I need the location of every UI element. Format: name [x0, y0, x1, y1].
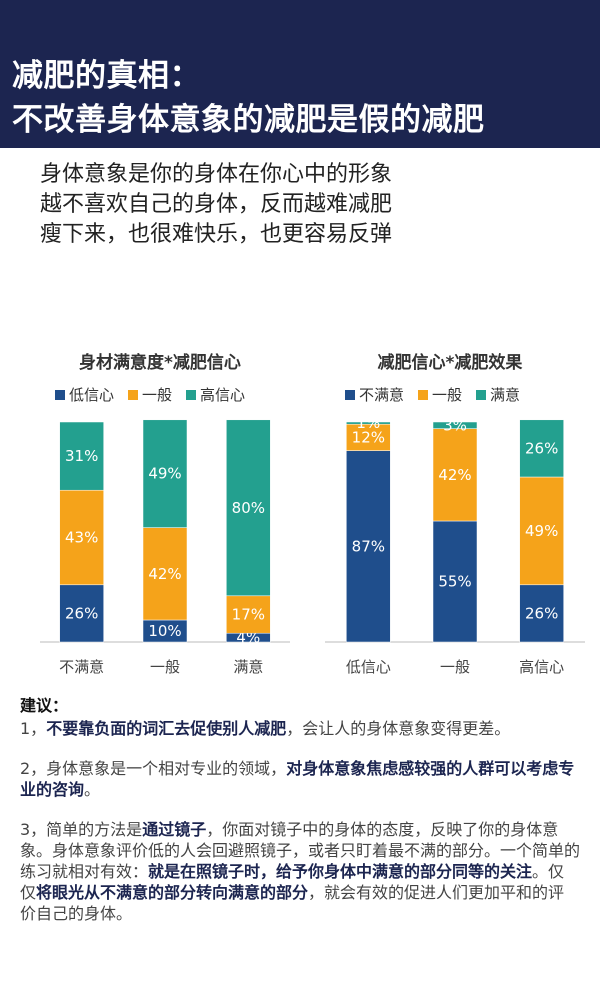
bar-segment [519, 476, 564, 586]
legend-label: 一般 [142, 386, 173, 404]
bar-segment [59, 584, 104, 643]
x-tick-label: 低信心 [346, 658, 391, 676]
advice-text: 。 [84, 780, 101, 799]
legend-swatch [55, 389, 65, 400]
advice-section: 建议： 1，不要靠负面的词汇去促使别人减肥，会让人的身体意象变得更差。 2，身体… [20, 695, 580, 943]
data-label: 26% [525, 439, 558, 457]
legend-swatch [345, 389, 355, 400]
bar-segment [142, 419, 188, 528]
advice-emphasis: 将眼光从不满意的部分转向满意的部分 [36, 883, 309, 902]
advice-emphasis: 就是在照镜子时，给予你身体中满意的部分同等的关注 [148, 862, 533, 881]
data-label: 17% [232, 606, 265, 624]
x-tick-label: 一般 [440, 658, 470, 676]
data-label: 80% [232, 499, 265, 517]
bar-segment [432, 421, 478, 429]
legend-swatch [128, 389, 139, 400]
bar-segment [226, 419, 271, 597]
legend-label: 不满意 [359, 386, 405, 404]
legend-item: 不满意 [345, 384, 404, 405]
legend-item: 一般 [128, 384, 172, 405]
data-label: 42% [148, 565, 181, 583]
legend-swatch [186, 389, 197, 400]
x-tick-label: 一般 [150, 658, 180, 676]
x-tick-label: 满意 [233, 658, 263, 676]
data-label: 10% [148, 622, 181, 640]
legend-item: 一般 [418, 384, 462, 405]
chart2-legend: 不满意 一般 满意 [345, 384, 520, 405]
bar-segment [432, 520, 478, 643]
intro-line: 身体意象是你的身体在你心中的形象 [40, 162, 393, 187]
advice-emphasis: 通过镜子 [142, 820, 207, 839]
advice-item-2: 2，身体意象是一个相对专业的领域，对身体意象焦虑感较强的人群可以考虑专业的咨询。 [20, 758, 580, 800]
legend-swatch [476, 389, 487, 400]
bar-segment [432, 428, 478, 522]
chart2-title: 减肥信心*减肥效果 [377, 353, 523, 373]
advice-emphasis: 对身体意象焦虑感较强的人群可以考虑专业的咨询 [20, 759, 575, 799]
chart1-legend: 低信心 一般 高信心 [55, 384, 245, 405]
data-label: 49% [148, 465, 181, 483]
data-label: 12% [352, 428, 385, 446]
advice-text: 3，简单的方法是 [20, 820, 143, 839]
advice-item-1: 1，不要靠负面的词汇去促使别人减肥，会让人的身体意象变得更差。 [20, 718, 580, 739]
intro-line: 越不喜欢自己的身体，反而越难减肥 [40, 192, 393, 217]
data-label: 26% [525, 604, 558, 622]
data-label: 26% [65, 604, 98, 622]
advice-text: ，会让人的身体意象变得更差。 [286, 719, 511, 738]
data-label: 43% [65, 529, 98, 547]
legend-swatch [418, 389, 429, 400]
bar-segment [519, 419, 564, 478]
x-tick-label: 高信心 [519, 658, 564, 676]
x-tick-label: 不满意 [59, 658, 104, 676]
page-title-line1: 减肥的真相： [12, 58, 201, 94]
legend-label: 低信心 [69, 386, 115, 404]
bar-segment [59, 489, 104, 586]
bar-segment [346, 450, 391, 643]
bar-segment [346, 421, 391, 425]
chart1-title: 身材满意度*减肥信心 [79, 353, 241, 373]
page-title-line2: 不改善身体意象的减肥是假的减肥 [12, 102, 485, 138]
advice-heading: 建议： [20, 696, 69, 715]
advice-text: 1， [20, 719, 47, 738]
legend-item: 低信心 [55, 384, 114, 405]
bar-segment [519, 584, 564, 643]
bar-segment [226, 595, 271, 634]
header-banner: 减肥的真相： 不改善身体意象的减肥是假的减肥 [0, 0, 600, 148]
bar-segment [142, 527, 188, 621]
data-label: 1% [356, 414, 380, 432]
advice-emphasis: 不要靠负面的词汇去促使别人减肥 [46, 719, 287, 738]
legend-item: 高信心 [186, 384, 245, 405]
advice-text: ，你面对镜子中的身体的态度，反映了你的身体意象。身体意象评价低的人会回避照镜子，… [20, 820, 581, 881]
advice-text: 。仅仅 [20, 862, 565, 902]
data-label: 3% [443, 416, 467, 434]
advice-text: 2，身体意象是一个相对专业的领域， [20, 759, 287, 778]
data-label: 55% [438, 573, 471, 591]
legend-item: 满意 [476, 384, 520, 405]
bar-segment [59, 421, 104, 491]
data-label: 42% [438, 466, 471, 484]
intro-text: 身体意象是你的身体在你心中的形象 越不喜欢自己的身体，反而越难减肥 瘦下来，也很… [40, 160, 580, 250]
chart2-plot: 87% 12%1% 低信心 55% 42% 3% 一般 26% 49% 26% 高信心 [325, 414, 585, 676]
advice-item-3: 3，简单的方法是通过镜子，你面对镜子中的身体的态度，反映了你的身体意象。身体意象… [20, 819, 580, 924]
advice-text: ，就会有效的促进人们更加平和的评价自己的身体。 [20, 883, 565, 923]
data-label: 31% [65, 447, 98, 465]
intro-line: 瘦下来，也很难快乐，也更容易反弹 [40, 222, 393, 247]
legend-label: 高信心 [200, 386, 246, 404]
data-label: 87% [352, 537, 385, 555]
legend-label: 满意 [490, 386, 521, 404]
data-label: 49% [525, 522, 558, 540]
legend-label: 一般 [432, 386, 463, 404]
